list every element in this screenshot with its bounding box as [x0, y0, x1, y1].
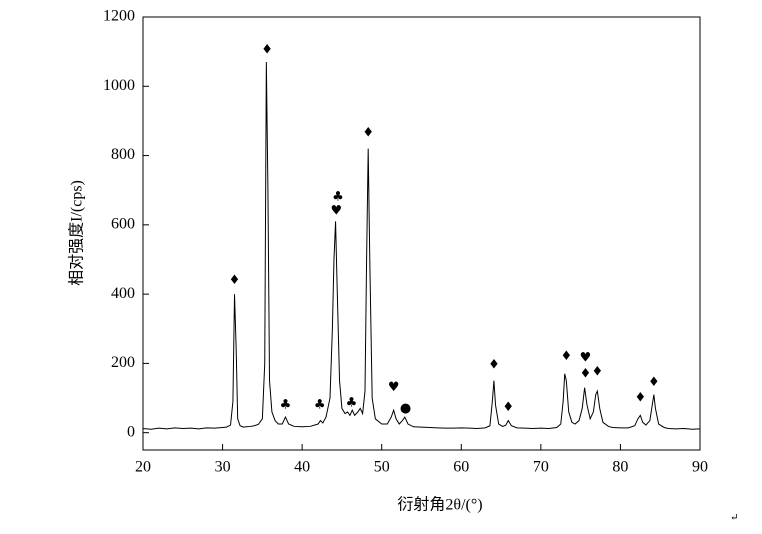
phase-marker: ♦: [580, 366, 592, 381]
y-tick-label: 1200: [103, 8, 135, 25]
phase-marker: ♦: [488, 358, 500, 373]
xrd-line: [142, 62, 701, 430]
y-tick-label: 200: [111, 354, 135, 371]
phase-marker: ♦: [362, 126, 374, 141]
y-tick-label: 800: [111, 146, 135, 163]
phase-marker: ♥: [580, 351, 592, 366]
x-tick-label: 90: [692, 459, 708, 476]
y-tick-label: 600: [111, 216, 135, 233]
phase-marker: ●: [400, 401, 411, 416]
x-tick-label: 20: [135, 459, 151, 476]
phase-marker: ♥: [331, 203, 343, 218]
x-tick-label: 80: [612, 459, 628, 476]
x-tick-label: 30: [215, 459, 231, 476]
phase-marker: ♦: [634, 391, 646, 406]
phase-marker: ♦: [648, 375, 660, 390]
phase-marker: ♦: [592, 365, 604, 380]
y-axis-label: 相对强度I/(cps): [68, 180, 86, 286]
phase-marker: ♥: [388, 380, 400, 395]
return-mark: ↵: [730, 512, 738, 523]
phase-marker: ♦: [261, 42, 273, 57]
phase-marker: ♣: [280, 397, 292, 412]
phase-marker: ♦: [229, 273, 241, 288]
x-axis-label: 衍射角2θ/(°): [397, 496, 482, 514]
x-tick-label: 40: [294, 459, 310, 476]
phase-marker: ♣: [346, 396, 358, 411]
x-tick-label: 70: [533, 459, 549, 476]
y-tick-label: 0: [127, 423, 135, 440]
y-tick-label: 1000: [103, 77, 135, 94]
phase-marker: ♦: [560, 349, 572, 364]
phase-marker: ♣: [314, 397, 326, 412]
phase-marker: ♦: [502, 400, 514, 415]
x-tick-label: 50: [374, 459, 390, 476]
x-tick-label: 60: [453, 459, 469, 476]
y-tick-label: 400: [111, 285, 135, 302]
plot-frame: [142, 16, 701, 451]
phase-marker: ♣: [332, 190, 344, 205]
